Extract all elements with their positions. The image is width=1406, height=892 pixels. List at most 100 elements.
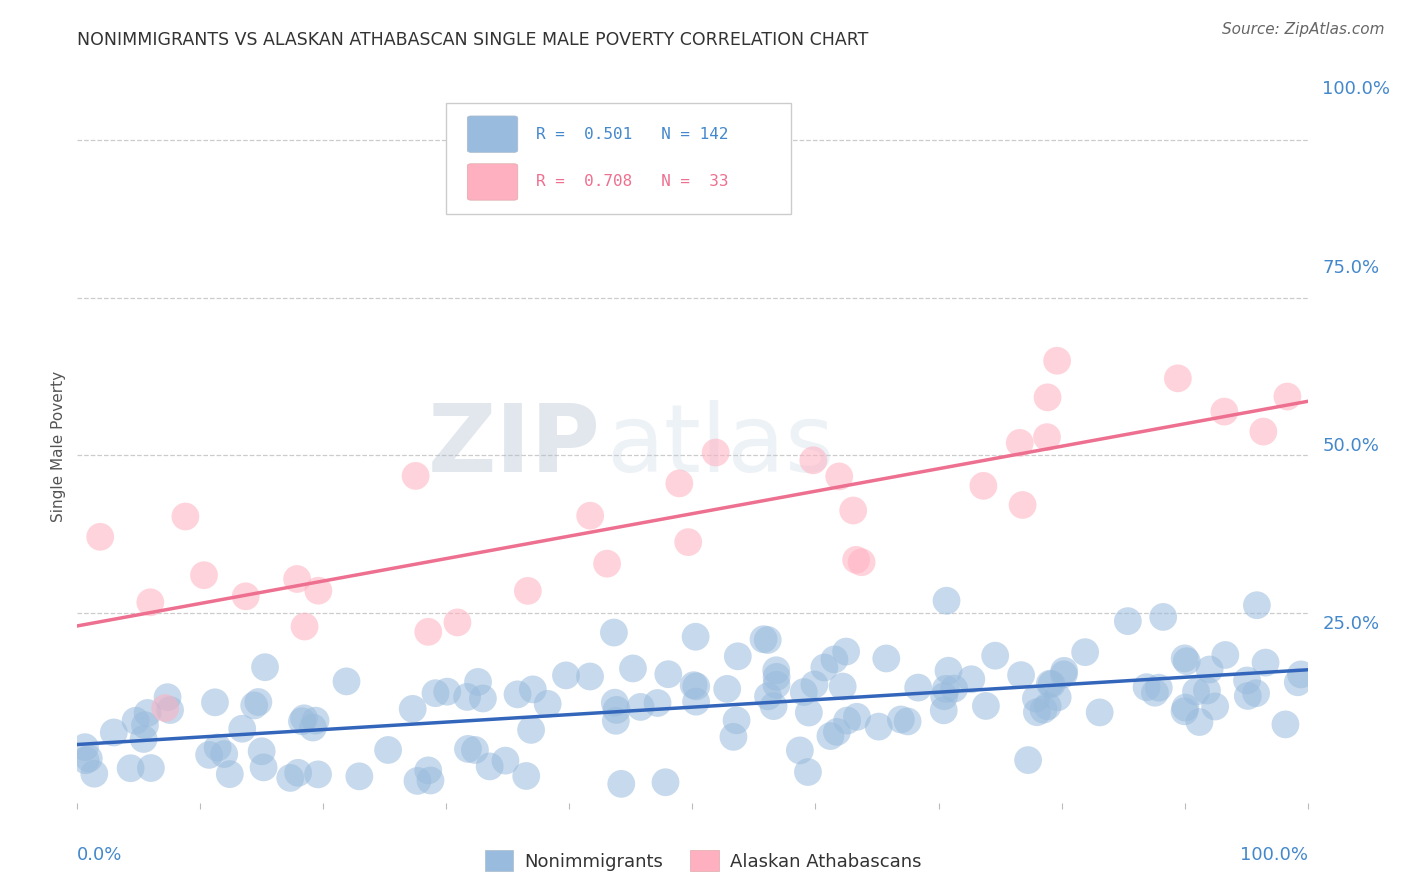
Point [247, 695, 270, 709]
Point [1147, 681, 1170, 695]
Point [134, 718, 156, 732]
Point [579, 508, 602, 523]
Point [139, 761, 162, 775]
Point [419, 773, 441, 788]
Point [1174, 651, 1197, 665]
Point [120, 761, 142, 775]
Point [890, 713, 912, 727]
Point [1036, 390, 1059, 404]
Point [520, 723, 543, 737]
Point [943, 681, 966, 696]
Point [464, 743, 486, 757]
Point [603, 625, 626, 640]
Point [1185, 684, 1208, 698]
Point [402, 702, 425, 716]
Point [1116, 614, 1139, 628]
Point [685, 679, 707, 693]
Point [606, 703, 628, 717]
Legend: Nonimmigrants, Alaskan Athabascans: Nonimmigrants, Alaskan Athabascans [477, 843, 929, 879]
Text: 50.0%: 50.0% [1323, 437, 1379, 455]
Point [285, 572, 308, 586]
Point [723, 730, 745, 744]
Point [1135, 680, 1157, 694]
Point [682, 678, 704, 692]
Point [797, 706, 820, 720]
Point [828, 469, 851, 483]
Point [335, 674, 357, 689]
Point [198, 747, 221, 762]
Point [136, 706, 159, 720]
Point [823, 652, 845, 666]
Point [156, 690, 179, 705]
Point [537, 697, 560, 711]
Point [377, 743, 399, 757]
Point [1011, 498, 1033, 512]
Point [825, 724, 848, 739]
Point [654, 775, 676, 789]
Point [835, 644, 858, 658]
Point [845, 553, 868, 567]
Point [1053, 667, 1076, 681]
Point [1036, 699, 1059, 714]
Point [405, 469, 427, 483]
Point [457, 742, 479, 756]
Point [294, 619, 316, 633]
Point [875, 651, 897, 665]
Point [579, 669, 602, 683]
Text: ZIP: ZIP [427, 400, 600, 492]
Point [307, 583, 329, 598]
Point [897, 714, 920, 729]
Point [77, 751, 100, 765]
Point [851, 555, 873, 569]
Point [522, 682, 544, 697]
Point [1046, 353, 1069, 368]
Point [685, 630, 707, 644]
Text: 100.0%: 100.0% [1240, 846, 1308, 863]
Point [124, 714, 146, 728]
Point [287, 765, 309, 780]
Point [1173, 704, 1195, 718]
Point [797, 764, 820, 779]
Point [1053, 664, 1076, 678]
Point [1088, 706, 1111, 720]
Point [1040, 677, 1063, 691]
Point [1254, 656, 1277, 670]
Point [1274, 717, 1296, 731]
Point [436, 684, 458, 698]
Point [621, 661, 644, 675]
FancyBboxPatch shape [467, 164, 517, 200]
Point [73, 740, 96, 755]
Point [1253, 425, 1275, 439]
Point [495, 754, 517, 768]
Point [647, 696, 669, 710]
Point [1010, 668, 1032, 682]
Text: 25.0%: 25.0% [1323, 615, 1379, 633]
Point [516, 583, 538, 598]
Point [765, 670, 787, 684]
Point [75, 753, 97, 767]
Y-axis label: Single Male Poverty: Single Male Poverty [51, 370, 66, 522]
Point [1289, 667, 1312, 681]
Point [278, 771, 301, 785]
Text: NONIMMIGRANTS VS ALASKAN ATHABASCAN SINGLE MALE POVERTY CORRELATION CHART: NONIMMIGRANTS VS ALASKAN ATHABASCAN SING… [77, 31, 869, 49]
Point [307, 767, 329, 781]
Point [1277, 390, 1299, 404]
Text: atlas: atlas [606, 400, 835, 492]
Point [727, 649, 749, 664]
Point [418, 624, 440, 639]
Point [302, 721, 325, 735]
Point [596, 557, 619, 571]
Point [820, 729, 842, 743]
Point [1236, 673, 1258, 688]
Text: 100.0%: 100.0% [1323, 80, 1391, 98]
Point [972, 479, 994, 493]
Point [1008, 436, 1031, 450]
Point [610, 777, 633, 791]
Point [793, 685, 815, 699]
Point [1025, 705, 1047, 719]
Text: 0.0%: 0.0% [77, 846, 122, 863]
Point [1213, 404, 1236, 418]
Point [1175, 654, 1198, 668]
Point [89, 530, 111, 544]
Point [555, 668, 578, 682]
